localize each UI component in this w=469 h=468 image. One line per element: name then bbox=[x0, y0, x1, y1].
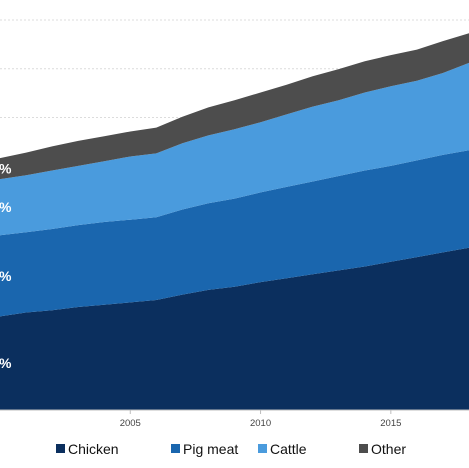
x-tick-label: 2015 bbox=[380, 418, 401, 429]
area-cattle bbox=[0, 62, 469, 236]
legend-label: Other bbox=[371, 441, 406, 457]
x-tick-label: 2005 bbox=[120, 418, 141, 429]
x-tick-label: 2010 bbox=[250, 418, 271, 429]
legend-swatch bbox=[56, 444, 65, 453]
area-other bbox=[0, 33, 469, 180]
area-chicken bbox=[0, 247, 469, 410]
legend: Chicken Pig meat Cattle Other bbox=[56, 441, 406, 457]
legend-label: Pig meat bbox=[183, 441, 238, 457]
legend-label: Cattle bbox=[270, 441, 307, 457]
legend-label: Chicken bbox=[68, 441, 119, 457]
series-percent-labels: %%%% bbox=[0, 161, 12, 372]
legend-item-other: Other bbox=[359, 441, 406, 457]
legend-swatch bbox=[171, 444, 180, 453]
legend-swatch bbox=[359, 444, 368, 453]
legend-item-chicken: Chicken bbox=[56, 441, 119, 457]
legend-item-pig-meat: Pig meat bbox=[171, 441, 238, 457]
legend-item-cattle: Cattle bbox=[258, 441, 307, 457]
percent-label: % bbox=[0, 161, 12, 177]
percent-label: % bbox=[0, 268, 12, 284]
x-axis-ticks: 2005 2010 2015 bbox=[120, 410, 401, 429]
percent-label: % bbox=[0, 199, 12, 215]
percent-label: % bbox=[0, 355, 12, 371]
stacked-areas bbox=[0, 33, 469, 410]
area-pig-meat bbox=[0, 150, 469, 317]
legend-swatch bbox=[258, 444, 267, 453]
